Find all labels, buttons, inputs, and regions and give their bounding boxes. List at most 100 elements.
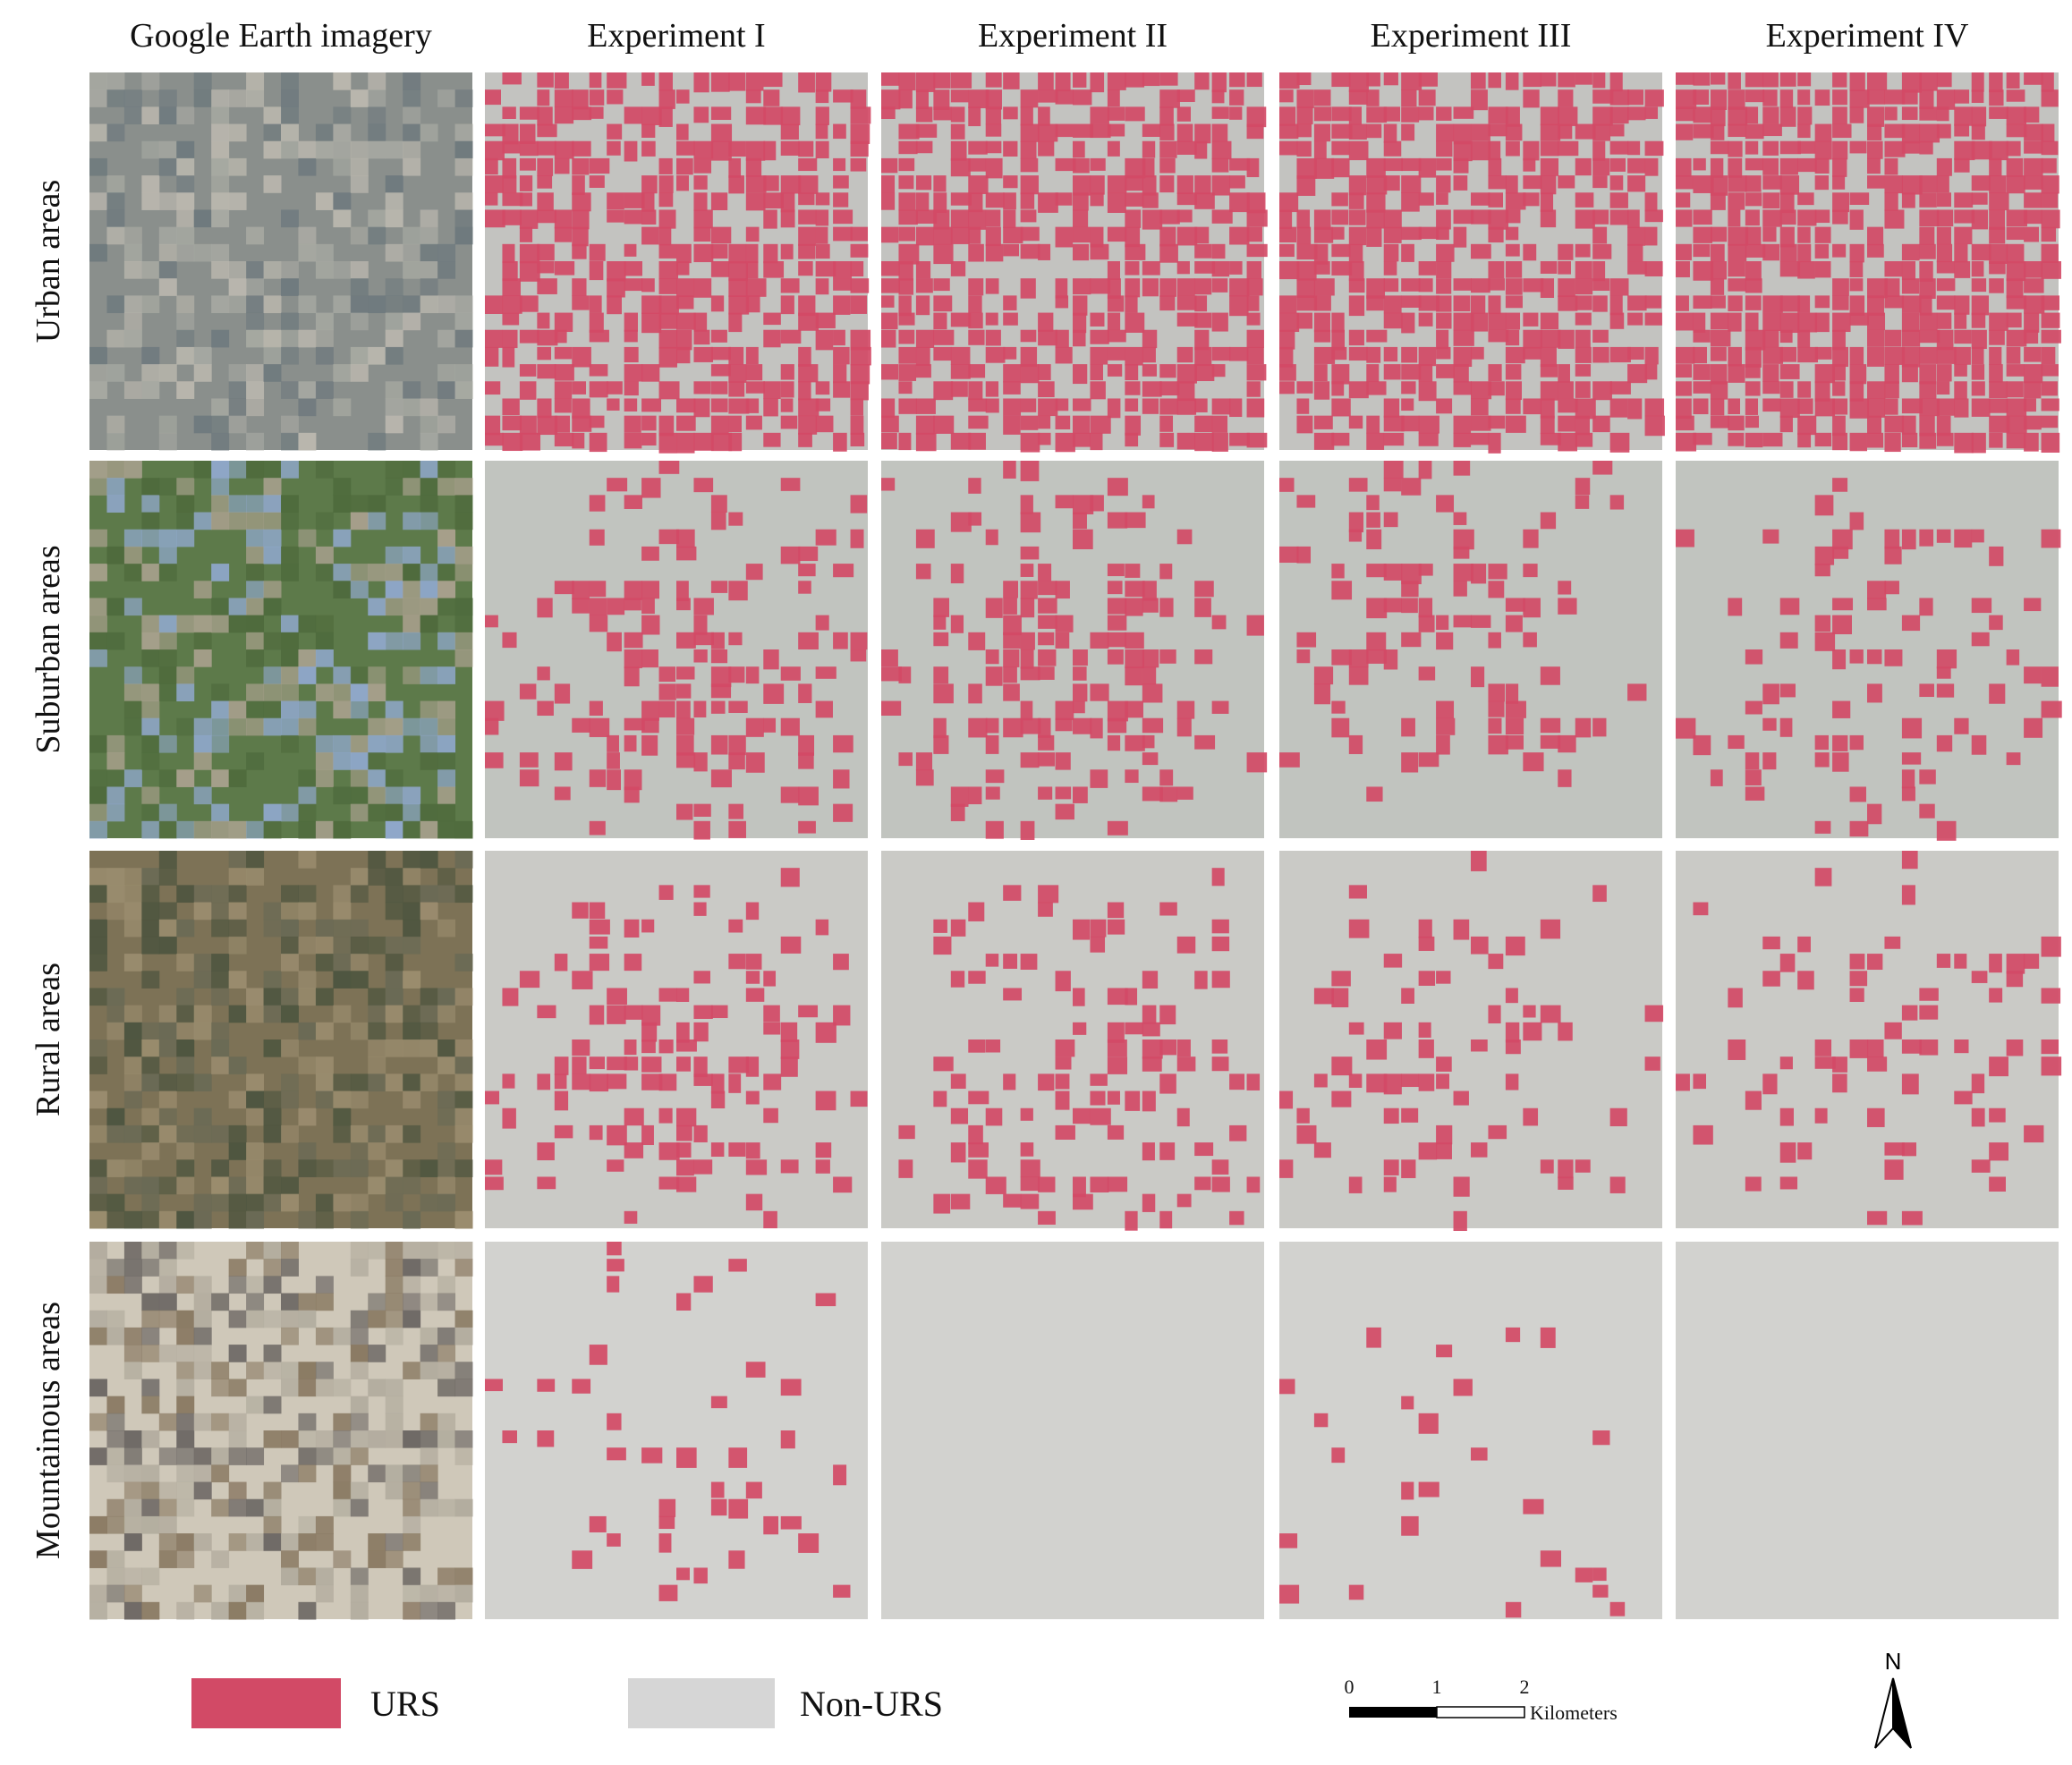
imagery-patch	[158, 243, 177, 262]
imagery-patch	[403, 1039, 421, 1057]
imagery-patch	[350, 364, 369, 382]
urs-patch	[968, 295, 982, 314]
urs-patch	[1020, 278, 1036, 299]
imagery-patch	[211, 512, 230, 530]
imagery-patch	[368, 295, 386, 314]
imagery-patch	[368, 769, 386, 787]
urs-patch	[676, 123, 689, 140]
imagery-patch	[437, 1498, 456, 1517]
urs-patch	[798, 312, 819, 331]
urs-patch	[1745, 157, 1764, 171]
imagery-patch	[123, 1124, 142, 1143]
urs-patch	[728, 398, 750, 414]
urs-patch	[1331, 398, 1351, 417]
urs-patch	[833, 123, 846, 140]
urs-patch	[1348, 1584, 1364, 1600]
urs-patch	[1592, 346, 1609, 363]
urs-patch	[658, 1498, 676, 1517]
urs-patch	[1176, 312, 1198, 327]
urs-patch	[1919, 89, 1934, 110]
urs-patch	[624, 364, 643, 382]
urs-patch	[1693, 432, 1712, 445]
row-label: Suburban areas	[30, 545, 67, 753]
imagery-patch	[403, 478, 421, 496]
urs-patch	[1505, 700, 1526, 718]
imagery-patch	[158, 1293, 177, 1311]
urs-patch	[641, 919, 655, 933]
urs-patch	[985, 192, 1005, 208]
imagery-patch	[263, 1276, 282, 1294]
urs-patch	[1003, 649, 1020, 667]
urs-patch	[537, 346, 552, 361]
imagery-patch	[385, 734, 403, 753]
urs-patch	[950, 123, 965, 140]
urs-patch	[624, 432, 642, 449]
imagery-patch	[298, 769, 317, 787]
urs-patch	[485, 615, 498, 628]
urs-patch	[1331, 700, 1346, 714]
imagery-patch	[437, 598, 456, 616]
urs-patch	[1020, 632, 1035, 650]
imagery-patch	[193, 1107, 212, 1126]
imagery-patch	[350, 1601, 369, 1620]
urs-patch	[1936, 243, 1953, 263]
urs-patch	[1745, 209, 1760, 226]
urs-patch	[710, 1396, 727, 1409]
urs-patch	[1919, 346, 1938, 364]
urs-patch	[1693, 175, 1714, 193]
imagery-patch	[89, 649, 107, 667]
urs-patch	[1090, 632, 1109, 649]
imagery-patch	[176, 1242, 195, 1260]
urs-patch	[833, 329, 845, 346]
urs-patch	[1020, 820, 1035, 840]
imagery-patch	[141, 564, 160, 581]
urs-patch	[1279, 72, 1300, 89]
urs-patch	[1919, 243, 1936, 259]
urs-patch	[1575, 123, 1596, 140]
imagery-patch	[333, 1413, 352, 1431]
imagery-patch	[263, 364, 282, 382]
imagery-patch	[176, 1276, 195, 1294]
urs-patch	[1107, 295, 1125, 312]
urs-patch	[1540, 123, 1561, 141]
urs-patch	[745, 381, 765, 394]
urs-patch	[745, 1090, 760, 1105]
urs-patch	[1073, 432, 1091, 447]
urs-patch	[950, 364, 971, 379]
urs-patch	[1348, 1022, 1364, 1035]
imagery-patch	[403, 1362, 421, 1379]
imagery-patch	[158, 851, 177, 869]
imagery-patch	[106, 598, 125, 616]
urs-patch	[1453, 175, 1468, 191]
urs-patch	[1779, 192, 1795, 214]
urs-patch	[624, 192, 645, 208]
urs-patch	[1296, 209, 1311, 229]
urs-patch	[1488, 1124, 1507, 1140]
imagery-patch	[176, 769, 195, 787]
urs-patch	[933, 615, 947, 630]
urs-patch	[1575, 1159, 1591, 1173]
urs-patch	[1901, 89, 1918, 105]
imagery-patch	[385, 1413, 403, 1431]
urs-patch	[1159, 1142, 1176, 1160]
urs-patch	[1159, 1073, 1176, 1094]
imagery-patch	[385, 717, 403, 736]
urs-patch	[693, 1567, 708, 1584]
imagery-patch	[403, 1276, 421, 1294]
urs-patch	[1313, 261, 1330, 275]
imagery-patch	[333, 919, 352, 938]
urs-patch	[798, 564, 816, 577]
imagery-patch	[89, 769, 107, 787]
urs-patch	[1090, 769, 1108, 788]
urs-patch	[537, 123, 557, 138]
imagery-patch	[141, 512, 160, 530]
imagery-patch	[454, 123, 473, 142]
urs-patch	[1954, 364, 1967, 377]
urs-patch	[780, 295, 794, 315]
imagery-patch	[281, 1379, 299, 1397]
urs-patch	[1971, 243, 1991, 261]
urs-patch	[2041, 381, 2058, 396]
urs-patch	[1401, 1159, 1416, 1178]
urs-patch	[1558, 364, 1570, 383]
urs-patch	[693, 312, 708, 332]
